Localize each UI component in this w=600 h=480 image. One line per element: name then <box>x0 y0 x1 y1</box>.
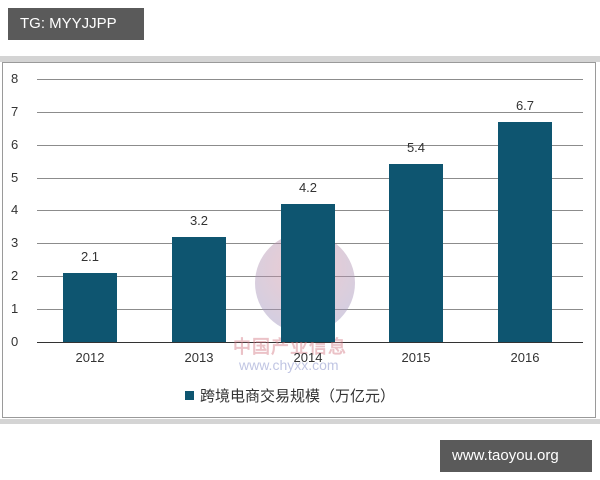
watermark-text: 中国产业信息 <box>233 337 347 357</box>
bar-2013 <box>172 236 226 342</box>
gridline <box>37 78 583 80</box>
gridline <box>37 342 583 343</box>
watermark-url: www.chyxx.com <box>239 357 339 373</box>
y-tick-label: 6 <box>11 136 19 152</box>
bar-chart: 0 1 2 3 4 5 6 7 8 中国产业信息 www.chyxx.com 2.1 3.2 4.2… <box>2 62 596 418</box>
bar-2015 <box>389 164 443 342</box>
bar-value-label: 5.4 <box>406 140 426 156</box>
x-tick-label: 2015 <box>401 350 431 365</box>
x-tick-label: 2012 <box>75 350 105 365</box>
y-tick-label: 7 <box>11 103 19 119</box>
bar-2012 <box>63 272 117 342</box>
y-tick-label: 4 <box>11 202 19 218</box>
y-tick-label: 3 <box>11 235 19 251</box>
bar-value-label: 6.7 <box>515 97 535 113</box>
y-tick-label: 8 <box>11 70 19 86</box>
x-tick-label: 2013 <box>184 350 214 365</box>
x-tick-label: 2014 <box>293 350 323 365</box>
bar-value-label: 2.1 <box>80 248 100 264</box>
bottom-tag-label: www.taoyou.org <box>440 440 592 472</box>
legend-label: 跨境电商交易规模（万亿元） <box>200 388 396 405</box>
x-tick-label: 2016 <box>510 350 540 365</box>
gridline <box>37 177 583 179</box>
y-tick-label: 0 <box>11 334 19 349</box>
bar-value-label: 4.2 <box>298 179 318 195</box>
bar-2014 <box>281 203 335 342</box>
legend: 跨境电商交易规模（万亿元） <box>185 385 395 406</box>
bar-value-label: 3.2 <box>189 212 209 228</box>
gridline <box>37 111 583 113</box>
top-tag-label: TG: MYYJJPP <box>8 8 144 40</box>
bar-2016 <box>498 121 552 342</box>
legend-swatch-icon <box>185 391 194 400</box>
y-tick-label: 5 <box>11 169 19 185</box>
y-tick-label: 2 <box>11 268 19 284</box>
top-divider <box>0 56 600 62</box>
y-tick-label: 1 <box>11 301 19 317</box>
gridline <box>37 144 583 146</box>
bottom-divider <box>0 419 600 424</box>
